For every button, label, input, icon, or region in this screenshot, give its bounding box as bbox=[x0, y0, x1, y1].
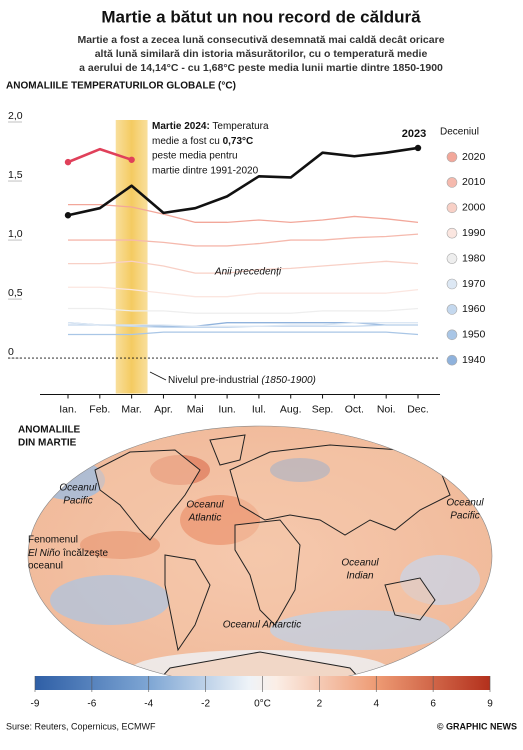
series-line bbox=[68, 203, 419, 223]
legend-swatch bbox=[446, 278, 458, 290]
map-note: El Niño încălzește bbox=[28, 548, 108, 559]
legend-label: 2020 bbox=[462, 151, 486, 163]
y-tick-label: 0,5 bbox=[8, 287, 23, 299]
series-line bbox=[68, 286, 419, 298]
y-tick-label: 2,0 bbox=[8, 110, 23, 122]
map-labels: Oceanul Pacific Oceanul Atlantic Oceanul… bbox=[59, 483, 484, 631]
scale-tick-label: 2 bbox=[317, 699, 323, 710]
y-tick-label: 1,5 bbox=[8, 169, 23, 181]
scale-tick-label: -4 bbox=[144, 699, 153, 710]
legend-label: 1950 bbox=[462, 329, 486, 341]
scale-tick-label: 0°C bbox=[254, 699, 271, 710]
series-line bbox=[67, 322, 418, 327]
map-label: Pacific bbox=[63, 496, 92, 507]
scale-tick-label: -2 bbox=[201, 699, 210, 710]
scale-tick-label: 6 bbox=[430, 699, 436, 710]
x-tick-label: Iul. bbox=[252, 403, 266, 415]
scale-tick-label: 4 bbox=[373, 699, 379, 710]
map-label: Indian bbox=[346, 571, 374, 582]
title: Martie a bătut un nou record de căldură bbox=[101, 7, 421, 26]
series-dot bbox=[414, 144, 422, 152]
series-line bbox=[68, 307, 419, 314]
chart-title: ANOMALIILE TEMPERATURILOR GLOBALE (°C) bbox=[6, 81, 236, 92]
y-tick-label: 0 bbox=[8, 346, 14, 358]
scale-ticks: -9 -6 -4 -2 0°C 2 4 6 9 bbox=[31, 676, 493, 710]
series-line bbox=[67, 146, 419, 217]
x-tick-label: Feb. bbox=[89, 403, 110, 415]
legend-swatch bbox=[446, 354, 458, 366]
x-tick-label: Oct. bbox=[345, 403, 364, 415]
map-label: Atlantic bbox=[188, 513, 222, 524]
legend-label: 2010 bbox=[462, 176, 486, 188]
legend-label: 1940 bbox=[462, 354, 486, 366]
legend-swatch bbox=[446, 253, 458, 264]
subtitle: altă lună similară din istoria măsurător… bbox=[95, 48, 428, 60]
legend-swatch bbox=[446, 304, 458, 315]
map-label: Pacific bbox=[450, 511, 479, 522]
legend-swatch bbox=[446, 202, 458, 214]
map-note: oceanul bbox=[28, 561, 63, 572]
series-dot bbox=[128, 156, 135, 163]
leader-line bbox=[149, 371, 167, 381]
x-tick-label: Iun. bbox=[218, 403, 236, 415]
series-line bbox=[68, 260, 419, 274]
annotation: Martie 2024: Temperatura bbox=[152, 121, 269, 132]
annotation: Anii precedenți bbox=[214, 267, 282, 278]
legend-label: 1970 bbox=[462, 278, 486, 290]
annotation: medie a fost cu 0,73°C bbox=[152, 136, 253, 147]
annotation: Nivelul pre-industrial (1850-1900) bbox=[168, 375, 316, 386]
legend-label: 1980 bbox=[462, 252, 486, 264]
map-label: Oceanul bbox=[446, 498, 484, 509]
credit: © GRAPHIC NEWS bbox=[437, 721, 517, 731]
chart: 2,0 1,5 1,0 0,5 0 Ian. Feb. Mar. Apr. Mai Iun. Iul.… bbox=[8, 110, 486, 415]
x-tick-label: Sep. bbox=[312, 403, 334, 415]
legend-swatch bbox=[446, 329, 458, 341]
annotation: martie dintre 1991-2020 bbox=[152, 166, 259, 177]
scale-tick-label: 9 bbox=[487, 699, 493, 710]
map-title: DIN MARTIE bbox=[18, 438, 77, 449]
x-tick-label: Apr. bbox=[154, 403, 173, 415]
x-tick-label: Dec. bbox=[407, 403, 429, 415]
legend-swatch bbox=[446, 151, 458, 163]
y-tick-label: 1,0 bbox=[8, 228, 23, 240]
legend-swatch bbox=[446, 227, 458, 239]
map-label: Oceanul Antarctic bbox=[223, 620, 302, 631]
x-tick-label: Mai bbox=[187, 403, 204, 415]
map-label: Oceanul bbox=[186, 500, 224, 511]
highlight-band bbox=[115, 120, 148, 394]
series-dot bbox=[64, 158, 72, 166]
legend-title: Deceniul bbox=[440, 127, 479, 138]
map-label: Oceanul bbox=[341, 558, 379, 569]
x-tick-label: Mar. bbox=[121, 403, 141, 415]
series-line bbox=[67, 147, 133, 164]
legend-label: 1960 bbox=[462, 303, 486, 315]
source: Surse: Reuters, Copernicus, ECMWF bbox=[6, 721, 156, 731]
map-title: ANOMALIILE bbox=[18, 425, 81, 436]
series-dot bbox=[64, 212, 72, 219]
x-tick-label: Noi. bbox=[377, 403, 396, 415]
scale-tick-label: -9 bbox=[31, 699, 40, 710]
series-line bbox=[68, 233, 419, 247]
series-line bbox=[68, 331, 419, 336]
x-tick-label: Aug. bbox=[280, 403, 302, 415]
legend-label: 2000 bbox=[462, 202, 486, 214]
subtitle: a aerului de 14,14°C - cu 1,68°C peste m… bbox=[79, 62, 443, 74]
map-note: Fenomenul bbox=[28, 535, 78, 546]
series-label: 2023 bbox=[402, 128, 426, 140]
legend-swatch bbox=[446, 177, 458, 188]
annotation: peste media pentru bbox=[152, 151, 238, 162]
x-tick-label: Ian. bbox=[59, 403, 77, 415]
legend-label: 1990 bbox=[462, 227, 486, 239]
map-label: Oceanul bbox=[59, 483, 97, 494]
scale-tick-label: -6 bbox=[87, 699, 96, 710]
subtitle: Martie a fost a zecea lună consecutivă d… bbox=[77, 34, 444, 46]
